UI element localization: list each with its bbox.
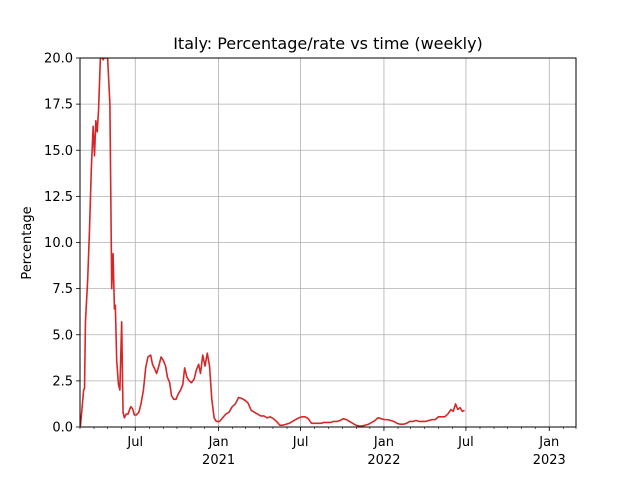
y-tick-label: 10.0 <box>44 236 73 251</box>
y-tick-label: 17.5 <box>44 98 73 113</box>
x-tick-year-label: 2022 <box>367 453 400 468</box>
x-axis: Jul Jan 2021 Jul Jan 2022 Jul Jan 2023 <box>79 427 577 468</box>
x-tick-year-label: 2023 <box>533 453 566 468</box>
x-tick-label: Jan <box>208 435 229 450</box>
y-tick-label: 15.0 <box>44 144 73 159</box>
x-tick-label: Jul <box>126 435 143 450</box>
x-tick-label: Jul <box>457 435 474 450</box>
x-tick-year-label: 2021 <box>202 453 235 468</box>
y-tick-label: 0.0 <box>52 421 73 436</box>
y-tick-label: 12.5 <box>44 190 73 205</box>
y-axis: 0.0 2.5 5.0 7.5 10.0 12.5 15.0 17.5 20.0 <box>44 52 80 436</box>
x-tick-label: Jul <box>292 435 309 450</box>
y-tick-label: 7.5 <box>52 282 73 297</box>
x-tick-label: Jan <box>538 435 559 450</box>
y-tick-label: 20.0 <box>44 52 73 67</box>
chart-title: Italy: Percentage/rate vs time (weekly) <box>173 34 483 53</box>
grid-lines <box>80 57 576 428</box>
y-tick-label: 5.0 <box>52 328 73 343</box>
series-line <box>80 58 465 427</box>
x-tick-label: Jan <box>373 435 394 450</box>
y-tick-label: 2.5 <box>52 374 73 389</box>
series-layer <box>80 58 465 427</box>
y-axis-label: Percentage <box>20 206 35 279</box>
